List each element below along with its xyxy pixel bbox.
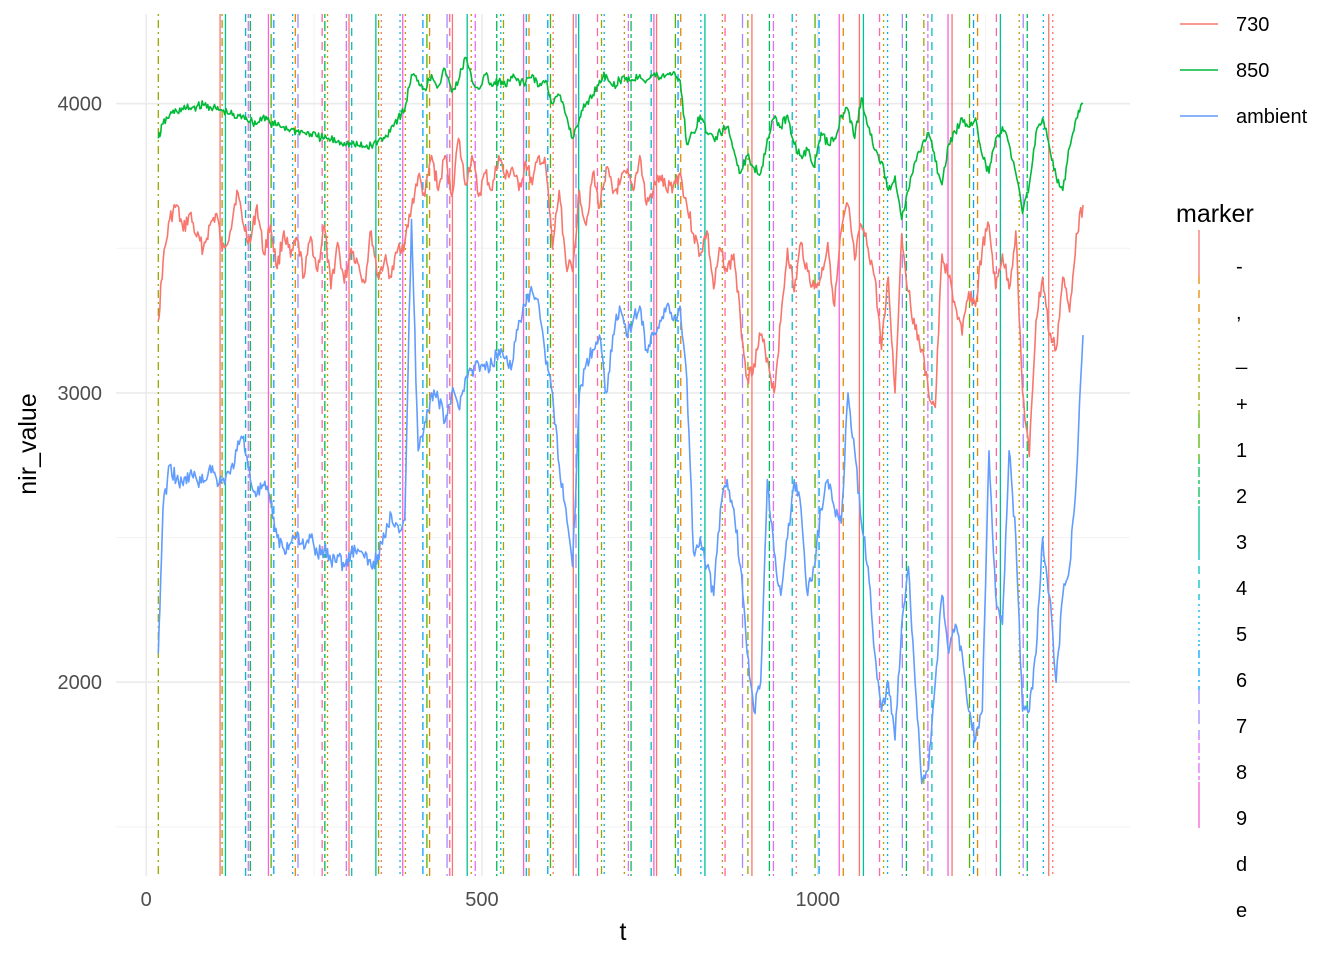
legend-label-730: 730: [1236, 14, 1269, 36]
legend-label-marker: +: [1236, 394, 1248, 416]
grid-lines: [116, 14, 1130, 876]
legend-label-marker: 4: [1236, 578, 1247, 600]
y-tick-label: 4000: [58, 94, 103, 116]
x-tick-label: 500: [465, 889, 498, 911]
legend-label-850: 850: [1236, 60, 1269, 82]
legend-label-marker: 2: [1236, 486, 1247, 508]
legend-label-ambient: ambient: [1236, 106, 1308, 128]
x-tick-label: 0: [141, 889, 152, 911]
legend-label-marker: 5: [1236, 624, 1247, 646]
axis-tick-labels: 0 500 1000 2000 3000 4000: [58, 94, 840, 911]
legend-marker: marker -, _ +1 2 3 4 5 6 7 8 9 d e: [1176, 200, 1254, 922]
legend-label-marker: _: [1235, 348, 1248, 370]
y-tick-label: 2000: [58, 672, 103, 694]
x-axis-title: t: [620, 918, 627, 946]
series-line-ambient: [157, 218, 1084, 785]
legend-label-marker: e: [1236, 900, 1247, 922]
y-tick-label: 3000: [58, 383, 103, 405]
legend-label-marker: 3: [1236, 532, 1247, 554]
legend-label-marker: 7: [1236, 716, 1247, 738]
series-line-850: [157, 56, 1084, 221]
legend-label-marker: -: [1236, 256, 1243, 278]
marker-vlines: [157, 14, 1054, 876]
x-tick-label: 1000: [795, 889, 840, 911]
legend-series: 730 850 ambient: [1180, 14, 1308, 128]
legend-label-marker: 8: [1236, 762, 1247, 784]
y-axis-title: nir_value: [14, 393, 42, 494]
legend-marker-title: marker: [1176, 200, 1254, 228]
legend-label-marker: 6: [1236, 670, 1247, 692]
legend-label-marker: ,: [1236, 302, 1242, 324]
legend-label-marker: 9: [1236, 808, 1247, 830]
legend-label-marker: d: [1236, 854, 1247, 876]
series-lines: [157, 56, 1084, 785]
series-line-730: [157, 137, 1084, 458]
legend-label-marker: 1: [1236, 440, 1247, 462]
